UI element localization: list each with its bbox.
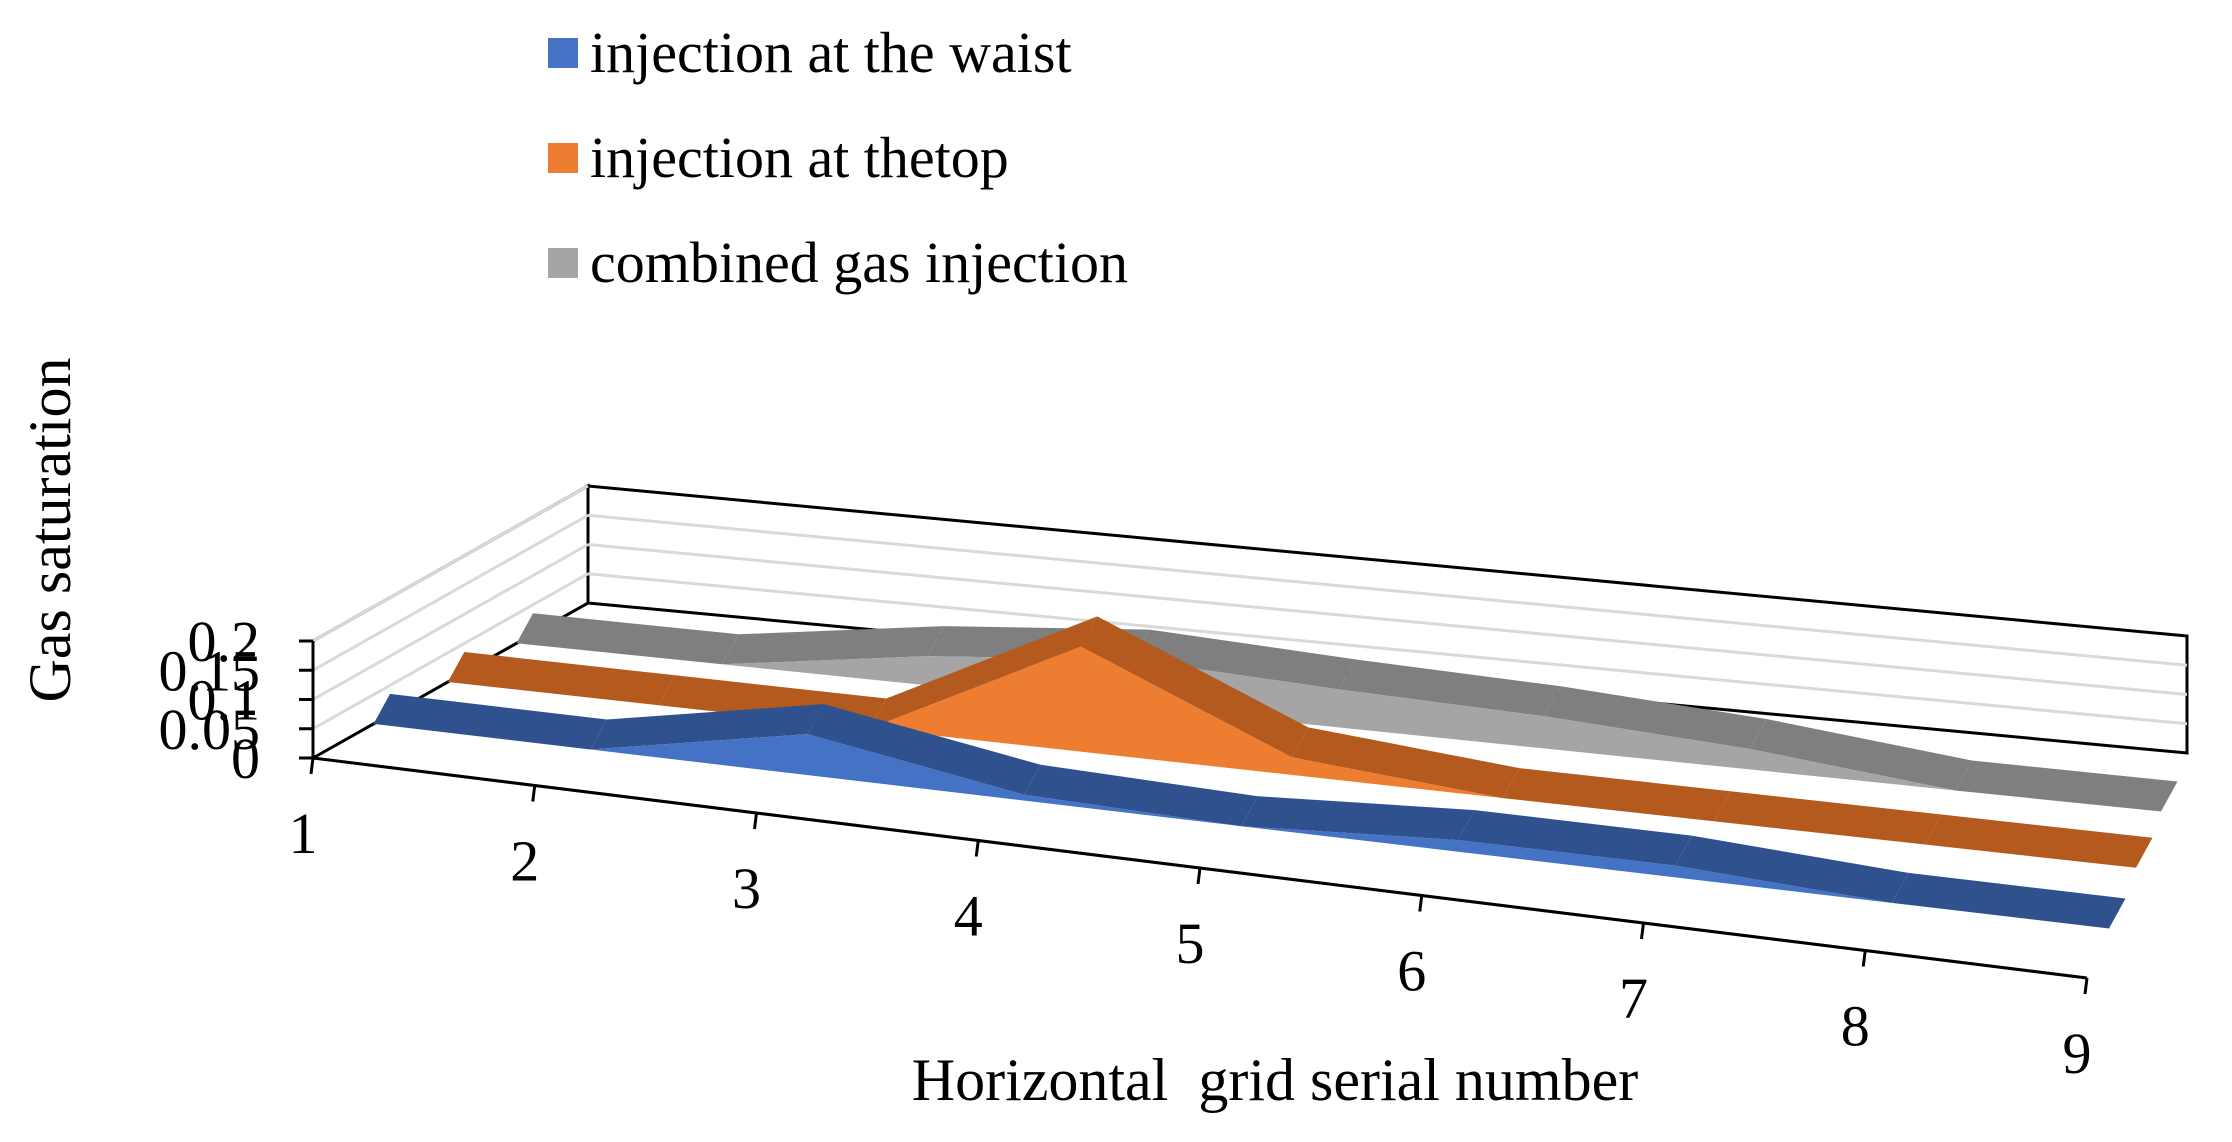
series-3-ribbon-1 — [517, 613, 739, 664]
y-tick-labels: 00.050.10.150.2 — [159, 609, 261, 791]
x-tick-mark — [2085, 978, 2087, 994]
legend-label-1: injection at the waist — [590, 20, 1072, 85]
series-1-ribbon-5 — [1241, 796, 1474, 840]
legend: injection at the waist injection at theto… — [548, 20, 1128, 295]
x-tick-label: 1 — [289, 801, 318, 866]
legend-swatch-2 — [548, 143, 578, 173]
x-tick-mark — [311, 758, 313, 774]
x-tick-mark — [1642, 923, 1644, 939]
legend-swatch-3 — [548, 248, 578, 278]
x-tick-mark — [976, 841, 978, 857]
series-3-ribbon-8 — [1955, 761, 2177, 812]
legend-label-2: injection at thetop — [590, 125, 1009, 190]
y-tick-label: 0.2 — [188, 609, 261, 674]
series-2-ribbon-6 — [1503, 768, 1731, 821]
series-2-ribbon-7 — [1714, 791, 1942, 844]
x-tick-label: 5 — [1176, 911, 1205, 976]
x-tick-mark — [755, 813, 757, 829]
x-tick-mark — [1198, 868, 1200, 884]
x-tick-label: 4 — [954, 884, 983, 949]
x-tick-labels: 1 2 3 4 5 6 7 8 9 — [289, 801, 2092, 1086]
series-1-ribbon-1 — [374, 694, 607, 750]
x-tick-label: 9 — [2063, 1021, 2092, 1086]
x-tick-mark — [533, 786, 535, 802]
x-tick-label: 8 — [1841, 994, 1870, 1059]
series-1-ribbon-7 — [1675, 836, 1909, 903]
series-1-ribbon-4 — [1024, 765, 1258, 826]
x-tick-mark — [1863, 951, 1865, 967]
series-2-ribbon-8 — [1925, 815, 2153, 868]
x-tick-label: 7 — [1619, 966, 1648, 1031]
x-axis-title: Horizontal grid serial number — [912, 1047, 1638, 1113]
series-1-ribbon-8 — [1892, 873, 2125, 929]
series-2-ribbon-1 — [448, 652, 676, 705]
series-group — [373, 613, 2177, 928]
x-tick-mark — [1420, 896, 1422, 912]
x-tick-label: 3 — [732, 856, 761, 921]
gridline-side — [313, 515, 588, 670]
y-axis-title: Gas saturation — [17, 358, 83, 703]
x-tick-label: 2 — [510, 829, 539, 894]
legend-swatch-1 — [548, 38, 578, 68]
x-tick-label: 6 — [1397, 939, 1426, 1004]
legend-label-3: combined gas injection — [590, 230, 1128, 295]
